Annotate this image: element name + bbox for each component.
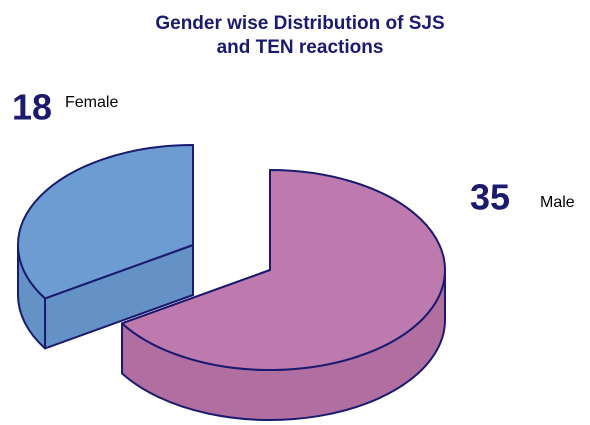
- category-label: Female: [65, 94, 118, 111]
- value-label: 35: [470, 177, 510, 218]
- slice: [121, 169, 446, 371]
- slice: [17, 144, 194, 300]
- value-label: 18: [12, 87, 52, 128]
- chart-title: Gender wise Distribution of SJS and TEN …: [155, 13, 445, 58]
- category-label: Male: [540, 194, 575, 211]
